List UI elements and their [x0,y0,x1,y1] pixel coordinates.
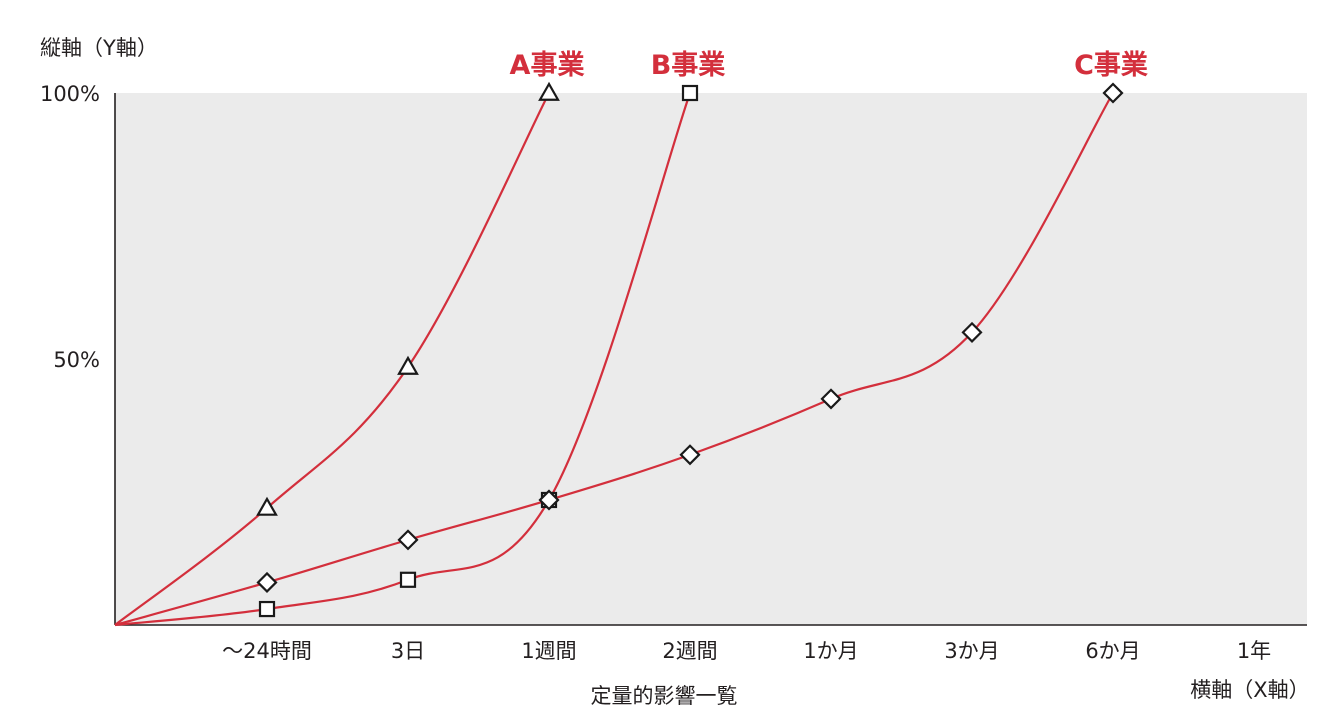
x-tick-label: 1週間 [521,639,576,663]
data-point-triangle [397,355,419,375]
data-point-diamond [397,529,419,551]
data-point-diamond [961,321,983,343]
data-point-diamond [538,489,560,511]
x-tick-label: 1年 [1237,639,1271,663]
series-line-1 [114,92,550,626]
x-tick-label: 3か月 [944,639,999,663]
series-labels: A事業 B事業 C事業 [510,50,1148,81]
series-label: C事業 [1074,50,1148,81]
data-point-diamond [256,571,278,593]
y-axis-title: 縦軸（Y軸） [40,36,158,60]
data-point-diamond [820,388,842,410]
y-tick-label: 100% [40,82,100,106]
data-point-diamond [1102,82,1124,104]
plot-area [115,93,1307,625]
series-line-2 [114,92,692,627]
series-label: A事業 [510,50,585,81]
x-tick-label: ～24時間 [222,639,312,663]
data-point-square [681,84,699,102]
data-point-triangle [256,496,278,516]
x-tick-label: 6か月 [1085,639,1140,663]
data-point-diamond [679,444,701,466]
x-tick-label: 2週間 [662,639,717,663]
x-tick-label: 3日 [391,639,425,663]
x-axis-title: 横軸（X軸） [1190,678,1309,702]
y-tick-label: 50% [53,348,100,372]
x-tick-label: 1か月 [803,639,858,663]
x-tick-labels: ～24時間 3日 1週間 2週間 1か月 3か月 6か月 1年 [222,639,1271,663]
series-label: B事業 [651,50,726,81]
y-tick-labels: 100% 50% [40,82,100,372]
data-point-square [399,571,417,588]
series-markers [256,81,1124,618]
data-point-triangle [538,81,560,101]
data-point-square [258,600,276,618]
chart-caption: 定量的影響一覧 [591,684,738,708]
